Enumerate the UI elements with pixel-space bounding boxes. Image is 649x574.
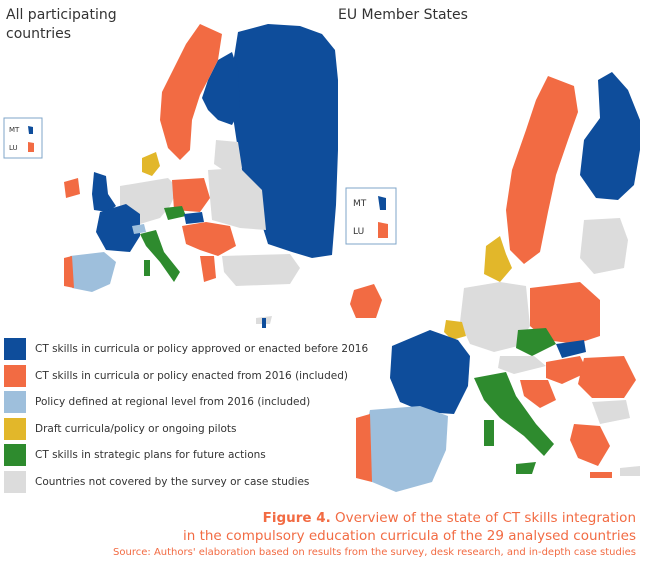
left-map-title: All participating countries (6, 7, 117, 42)
right-region-sweden (506, 76, 578, 264)
right-region-slovakia (556, 340, 586, 358)
left-region-baltics (214, 140, 242, 172)
right-map-title: EU Member States (338, 7, 468, 23)
legend-swatch-before-2016 (4, 338, 26, 361)
left-region-scandinavia (160, 24, 222, 160)
right-region-crete (590, 472, 612, 478)
caption-title-part2: in the compulsory education curricula of… (182, 528, 636, 544)
left-region-turkey (222, 254, 300, 286)
left-inset-mt-shape (28, 126, 33, 134)
right-inset-lu-shape (378, 222, 388, 238)
left-region-spain (70, 252, 116, 292)
right-region-ireland (350, 284, 382, 318)
left-region-poland (172, 178, 210, 212)
legend-label-not-covered: Countries not covered by the survey or c… (35, 475, 310, 488)
legend-swatch-not-covered (4, 470, 26, 493)
right-region-france (390, 330, 470, 414)
right-region-romania (578, 356, 636, 398)
left-inset-lu-label: LU (9, 144, 18, 152)
right-region-italy (474, 372, 554, 456)
left-map: MT LU (3, 24, 338, 328)
right-region-finland (580, 72, 640, 200)
left-region-portugal (64, 256, 74, 288)
left-region-greece (200, 256, 216, 282)
right-region-croatia (520, 380, 556, 408)
right-inset-mt-shape (378, 196, 386, 210)
left-inset-mt-label: MT (9, 126, 20, 134)
right-region-baltics (580, 218, 628, 274)
right-map: MT LU (345, 72, 640, 492)
right-region-germany-grey (460, 282, 530, 352)
legend-swatch-regional (4, 391, 26, 414)
right-region-sardinia (484, 420, 494, 446)
legend-swatch-strategic (4, 444, 26, 467)
right-region-greece (570, 424, 610, 466)
right-region-czechia (516, 328, 556, 356)
left-region-sardinia (144, 260, 150, 276)
right-region-bulgaria (592, 400, 630, 424)
left-region-uk (92, 172, 116, 212)
caption-line-1: Figure 4. Overview of the state of CT sk… (113, 509, 636, 527)
right-region-belgium (444, 320, 466, 340)
caption-title-part1: Overview of the state of CT skills integ… (330, 510, 636, 526)
right-region-denmark (484, 236, 512, 282)
left-region-czechia (164, 206, 186, 220)
left-region-finland (202, 52, 240, 125)
left-inset-lu-shape (28, 142, 34, 152)
right-region-austria (498, 356, 546, 374)
legend-item-strategic: CT skills in strategic plans for future … (4, 442, 368, 469)
right-region-portugal (356, 414, 372, 482)
caption-source: Source: Authors' elaboration based on re… (113, 547, 636, 558)
legend-label-draft: Draft curricula/policy or ongoing pilots (35, 422, 237, 435)
right-region-poland (530, 282, 600, 344)
legend-label-from-2016: CT skills in curricula or policy enacted… (35, 369, 348, 382)
left-region-southeast (182, 222, 236, 256)
right-region-spain (362, 406, 448, 492)
legend: CT skills in curricula or policy approve… (4, 336, 368, 495)
left-region-slovakia (184, 212, 204, 224)
legend-item-from-2016: CT skills in curricula or policy enacted… (4, 363, 368, 390)
legend-label-before-2016: CT skills in curricula or policy approve… (35, 343, 369, 356)
legend-swatch-draft (4, 417, 26, 440)
left-region-ireland (64, 178, 80, 198)
legend-label-regional: Policy defined at regional level from 20… (35, 396, 311, 409)
legend-swatch-from-2016 (4, 364, 26, 387)
legend-label-strategic: CT skills in strategic plans for future … (35, 449, 266, 462)
figure-caption: Figure 4. Overview of the state of CT sk… (113, 509, 636, 560)
right-inset-mt-label: MT (353, 199, 367, 209)
left-region-east-grey (208, 168, 266, 230)
left-region-denmark (142, 152, 160, 176)
legend-item-draft: Draft curricula/policy or ongoing pilots (4, 416, 368, 443)
left-region-france (96, 204, 140, 252)
left-inset-frame (3, 117, 43, 159)
left-region-malta (262, 318, 266, 328)
right-region-sicily (516, 462, 536, 474)
figure-label: Figure 4. (262, 510, 331, 526)
right-region-hungary (546, 356, 588, 384)
legend-item-before-2016: CT skills in curricula or policy approve… (4, 336, 368, 363)
right-inset-lu-label: LU (353, 227, 364, 237)
left-region-switzerland (132, 224, 146, 234)
right-region-cyprus (620, 466, 640, 476)
legend-item-not-covered: Countries not covered by the survey or c… (4, 469, 368, 496)
left-region-italy (140, 230, 180, 282)
legend-item-regional: Policy defined at regional level from 20… (4, 389, 368, 416)
